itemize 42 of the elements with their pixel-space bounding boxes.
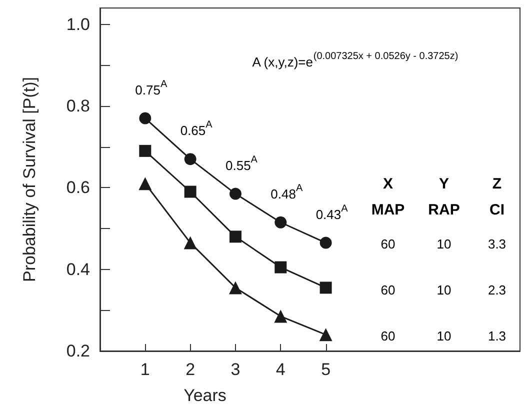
annotation: 10 xyxy=(436,328,452,344)
annotation: 10 xyxy=(436,282,452,298)
point xyxy=(139,144,152,157)
x-tick-label: 5 xyxy=(321,360,331,379)
point xyxy=(184,186,196,198)
point xyxy=(139,112,152,124)
annotation: 1.3 xyxy=(488,328,506,344)
y-tick-label: 0.4 xyxy=(66,260,90,279)
point xyxy=(228,281,242,294)
annotation: MAP xyxy=(371,202,405,218)
annotation: X xyxy=(382,176,394,192)
y-tick-label: 0.8 xyxy=(66,96,90,116)
annotation: 60 xyxy=(380,236,396,252)
annotation: Y xyxy=(438,176,450,192)
annotation: Z xyxy=(492,176,502,192)
point xyxy=(274,216,287,228)
point xyxy=(320,282,332,294)
point xyxy=(274,261,287,274)
annotation: 10 xyxy=(436,236,452,252)
annotation: 60 xyxy=(380,328,396,344)
point xyxy=(229,230,242,243)
annotation: 60 xyxy=(380,282,396,298)
annotation: 2.3 xyxy=(488,282,506,298)
point xyxy=(184,236,197,250)
annotation: RAP xyxy=(428,202,460,218)
point xyxy=(138,177,152,190)
point xyxy=(319,328,332,342)
x-axis-title: Years xyxy=(184,386,226,405)
y-axis-title: Probability of Survival [P(t)] xyxy=(20,76,39,282)
y-tick-label: 0.6 xyxy=(66,178,90,198)
point xyxy=(229,188,242,200)
x-tick-label: 3 xyxy=(230,360,240,379)
x-tick-label: 2 xyxy=(186,360,196,379)
x-tick-label: 1 xyxy=(140,360,150,379)
x-tick-label: 4 xyxy=(276,360,286,379)
point xyxy=(320,236,332,249)
point xyxy=(184,153,196,166)
y-tick-label: 1.0 xyxy=(66,14,90,34)
point xyxy=(274,310,288,323)
annotation: CI xyxy=(490,202,504,218)
annotation: 3.3 xyxy=(488,236,506,252)
y-tick-label: 0.2 xyxy=(66,342,90,360)
